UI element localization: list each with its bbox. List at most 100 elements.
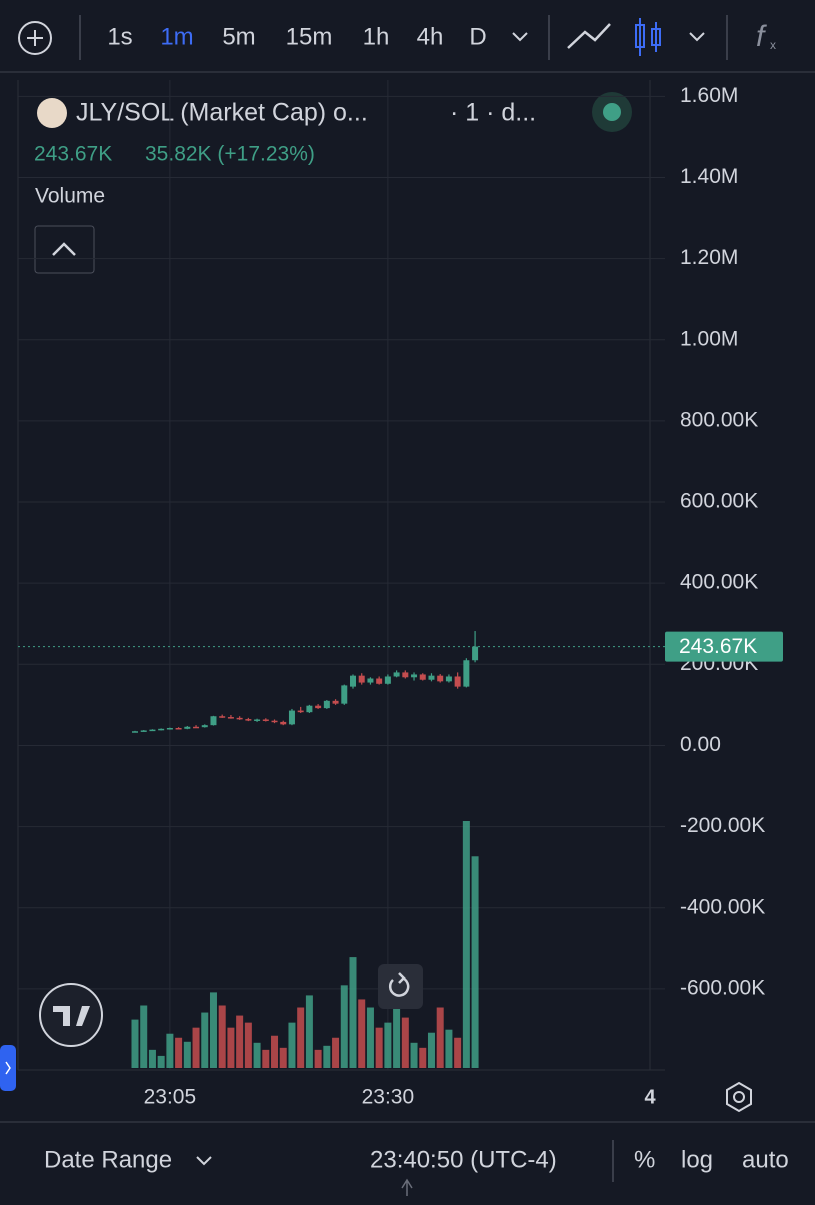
- candle-body: [201, 725, 208, 728]
- plot: -600.00K-400.00K-200.00K0.00200.00K400.0…: [17, 80, 783, 1109]
- clock: 23:40:50 (UTC-4): [370, 1146, 557, 1173]
- candle-body: [262, 719, 269, 721]
- candle-body: [472, 646, 479, 661]
- symbol-suffix: · 1 · d...: [450, 99, 536, 127]
- line-chart-icon[interactable]: [567, 23, 611, 49]
- y-tick-label: 800.00K: [680, 408, 758, 431]
- candle-body: [227, 717, 234, 719]
- candle-body: [306, 705, 313, 713]
- volume-bar: [323, 1045, 331, 1068]
- volume-bar: [236, 1015, 244, 1068]
- candle-body: [393, 672, 400, 677]
- volume-bar: [340, 985, 348, 1068]
- candle-body: [132, 731, 138, 733]
- candle-body: [254, 719, 261, 721]
- volume-bar: [436, 1007, 444, 1068]
- candle-body: [149, 729, 156, 732]
- candle-body: [288, 710, 295, 725]
- y-tick-label: 1.60M: [680, 84, 738, 107]
- interval-button[interactable]: D: [469, 23, 486, 50]
- x-tick-label: 23:05: [144, 1086, 197, 1109]
- collapse-button[interactable]: [34, 225, 95, 274]
- y-tick-label: -400.00K: [680, 895, 765, 918]
- settings-icon[interactable]: [726, 1081, 752, 1113]
- interval-button[interactable]: 1s: [107, 23, 132, 50]
- candle-body: [271, 720, 278, 723]
- volume-bar: [393, 1007, 401, 1068]
- reset-button[interactable]: [378, 964, 423, 1009]
- date-range-dropdown: [196, 1156, 212, 1166]
- volume-bar: [314, 1049, 322, 1068]
- volume-bar: [384, 1022, 392, 1068]
- volume-bar: [454, 1037, 462, 1068]
- legend-change: 35.82K (+17.23%): [145, 143, 315, 166]
- y-tick-label: -200.00K: [680, 814, 765, 837]
- volume-bar: [183, 1041, 191, 1068]
- candle-body: [341, 685, 348, 704]
- volume-bar: [218, 1005, 226, 1068]
- auto-toggle[interactable]: auto: [742, 1146, 789, 1173]
- indicators-icon[interactable]: f: [756, 20, 767, 53]
- volume-bar: [131, 1019, 139, 1068]
- reset-icon: [388, 976, 410, 997]
- y-tick-label: 1.00M: [680, 327, 738, 350]
- side-handle-icon: [5, 1061, 11, 1075]
- add-button[interactable]: [18, 21, 52, 55]
- volume-bar: [227, 1027, 235, 1068]
- side-handle[interactable]: [0, 1045, 16, 1091]
- volume-bar: [297, 1007, 305, 1068]
- candle-body: [411, 674, 418, 678]
- candle-body: [297, 710, 304, 713]
- y-tick-label: 600.00K: [680, 490, 758, 513]
- candle-body: [419, 674, 426, 680]
- volume-bar: [166, 1033, 174, 1068]
- x-tick-label: 23:30: [362, 1086, 415, 1109]
- candle-body: [210, 716, 217, 726]
- volume-bar: [419, 1047, 427, 1068]
- candle-body: [219, 716, 226, 718]
- log-toggle[interactable]: log: [681, 1146, 713, 1173]
- candle-body: [358, 675, 365, 683]
- candle-body: [445, 676, 452, 682]
- interval-button[interactable]: 4h: [417, 23, 444, 50]
- volume-bar: [410, 1042, 418, 1068]
- plus-icon: [27, 30, 43, 46]
- volume-bar: [332, 1037, 340, 1068]
- percent-toggle[interactable]: %: [634, 1146, 655, 1173]
- candle-body: [140, 730, 147, 732]
- y-tick-label: 0.00: [680, 733, 721, 756]
- toolbar: f x: [18, 15, 776, 60]
- candle-body: [280, 721, 287, 725]
- candle-body: [315, 705, 322, 709]
- date-range[interactable]: Date Range: [44, 1146, 172, 1173]
- candle-icon[interactable]: [635, 18, 661, 56]
- volume-bar: [253, 1042, 261, 1068]
- volume-bar: [157, 1055, 165, 1068]
- symbol-name[interactable]: JLY/SOL (Market Cap) o...: [76, 99, 368, 127]
- candle-body: [350, 675, 356, 687]
- settings-icon-center: [733, 1091, 745, 1103]
- candle-body: [428, 675, 435, 680]
- interval-button[interactable]: 5m: [222, 23, 255, 50]
- y-tick-label: 1.40M: [680, 165, 738, 188]
- volume-bar: [305, 995, 313, 1068]
- candle-body: [463, 660, 470, 687]
- reset-icon-arrow: [398, 972, 406, 984]
- volume-bar: [349, 957, 357, 1068]
- interval-button[interactable]: 1m: [160, 23, 193, 50]
- interval-button[interactable]: 15m: [286, 23, 333, 50]
- candle-body: [367, 678, 374, 683]
- volume-bar: [401, 1017, 409, 1068]
- candle-body: [184, 726, 191, 729]
- chart-type-dropdown[interactable]: [689, 32, 705, 42]
- volume-bar: [262, 1049, 270, 1068]
- interval-button[interactable]: 1h: [363, 23, 390, 50]
- tv-logo[interactable]: [39, 983, 103, 1047]
- interval-dropdown[interactable]: [512, 32, 528, 42]
- candle-body: [158, 728, 165, 731]
- volume-bar: [209, 992, 217, 1068]
- candle-body: [454, 676, 461, 687]
- candle-body: [402, 672, 409, 678]
- axis-extra: 4: [644, 1086, 656, 1108]
